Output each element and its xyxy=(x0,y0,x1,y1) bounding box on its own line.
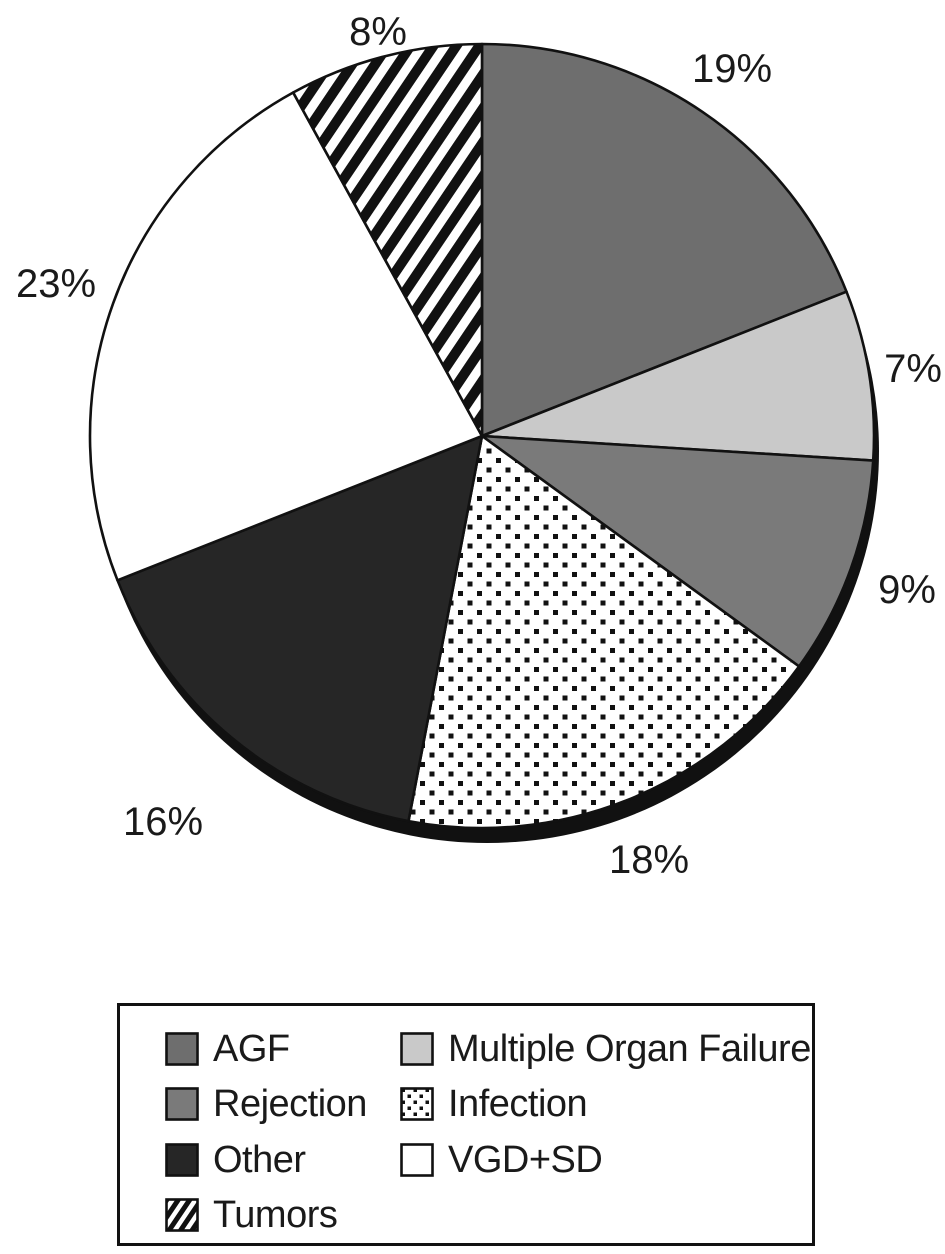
pie-percent-label-agf: 19% xyxy=(692,47,772,91)
pie-chart: 19% 7% 9% 18% 16% 23% 8% xyxy=(16,10,942,882)
legend-label-infection: Infection xyxy=(448,1083,588,1126)
pie-percent-label-tumors: 8% xyxy=(349,10,407,54)
legend-item-infection: Infection xyxy=(400,1077,811,1133)
pie-slice-infection xyxy=(407,434,801,830)
legend-item-agf: AGF xyxy=(165,1021,367,1077)
pie-slice-agf xyxy=(480,42,848,438)
legend-label-vgd-sd: VGD+SD xyxy=(448,1138,603,1181)
pie-slice-rejection xyxy=(480,434,875,668)
pie-slice-other xyxy=(116,434,484,823)
pie-slice-tumors xyxy=(291,42,484,438)
pie-percent-label-rejection: 9% xyxy=(878,568,936,612)
legend-swatch-infection xyxy=(400,1087,434,1122)
legend-label-agf: AGF xyxy=(213,1027,290,1070)
pie-percent-label-other: 16% xyxy=(123,800,203,844)
legend-box: AGF Rejection Other Tumors Multiple Organ F… xyxy=(117,1003,815,1246)
legend-label-multiple-organ-failure: Multiple Organ Failure xyxy=(448,1027,811,1070)
legend-swatch-agf xyxy=(165,1031,199,1066)
legend-label-tumors: Tumors xyxy=(213,1194,338,1237)
pie-percent-label-vgd-sd: 23% xyxy=(16,262,96,306)
pie-slice-vgd-sd xyxy=(88,91,484,582)
pie-percent-label-infection: 18% xyxy=(609,838,689,882)
legend-label-rejection: Rejection xyxy=(213,1083,367,1126)
pie-percent-label-multiple-organ-failure: 7% xyxy=(884,347,942,391)
legend-item-multiple-organ-failure: Multiple Organ Failure xyxy=(400,1021,811,1077)
pie-slice-multiple-organ-failure xyxy=(480,290,876,462)
legend-column-right: Multiple Organ Failure Infection VGD+SD xyxy=(400,1021,811,1188)
legend-swatch-multiple-organ-failure xyxy=(400,1031,434,1066)
legend-column-left: AGF Rejection Other Tumors xyxy=(165,1021,367,1243)
legend-item-rejection: Rejection xyxy=(165,1077,367,1133)
legend-item-other: Other xyxy=(165,1132,367,1188)
legend-item-tumors: Tumors xyxy=(165,1188,367,1244)
legend-swatch-vgd-sd xyxy=(400,1142,434,1177)
legend-label-other: Other xyxy=(213,1138,306,1181)
legend-swatch-rejection xyxy=(165,1087,199,1122)
legend-swatch-tumors xyxy=(165,1198,199,1233)
legend-item-vgd-sd: VGD+SD xyxy=(400,1132,811,1188)
legend-swatch-other xyxy=(165,1142,199,1177)
